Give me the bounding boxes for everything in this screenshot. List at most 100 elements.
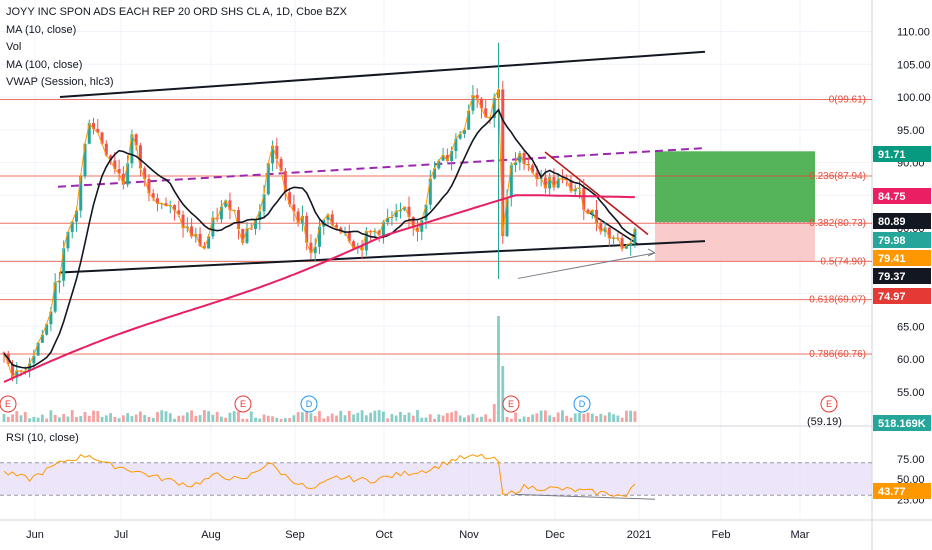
legend-ma100[interactable]: MA (100, close) — [6, 58, 83, 71]
channel-upper — [59, 50, 706, 98]
earnings-marker[interactable]: E — [234, 395, 252, 413]
volume-bar — [535, 413, 539, 422]
volume-bar — [117, 418, 121, 422]
candle-body — [258, 211, 262, 220]
price-tick: 100.00 — [897, 92, 931, 104]
volume-bar — [215, 411, 219, 422]
volume-bar — [497, 316, 500, 422]
candle-body — [420, 220, 424, 232]
rsi-legend[interactable]: RSI (10, close) — [6, 432, 79, 444]
volume-bar — [480, 416, 483, 422]
candle-body — [15, 370, 19, 378]
volume-bar — [23, 411, 27, 422]
price-tick: 105.00 — [897, 59, 931, 71]
candle-body — [373, 230, 377, 233]
volume-bar — [463, 417, 466, 422]
candle-body — [266, 163, 270, 195]
legend-volume[interactable]: Vol — [6, 41, 22, 53]
legend-vwap[interactable]: VWAP (Session, hlc3) — [6, 76, 114, 88]
volume-bar — [2, 413, 6, 422]
dashed-midline — [57, 147, 706, 188]
dividend-marker[interactable]: D — [573, 395, 591, 413]
volume-bar — [624, 410, 628, 422]
volume-bar — [92, 410, 95, 422]
volume-bar — [573, 413, 577, 422]
volume-bar — [121, 415, 125, 422]
dividend-marker[interactable]: D — [300, 395, 318, 413]
volume-bar — [416, 410, 419, 422]
candle-body — [100, 132, 104, 144]
price-tag: 79.37 — [873, 268, 931, 284]
price-tag-bg — [873, 268, 931, 284]
candle-body — [219, 206, 223, 220]
legend-ma10[interactable]: MA (10, close) — [6, 23, 77, 36]
candle-body — [586, 209, 590, 214]
candle-body — [458, 133, 462, 139]
volume-bar — [275, 417, 279, 422]
volume-bar — [364, 415, 368, 422]
candle-body — [104, 143, 108, 156]
volume-bar — [458, 415, 462, 422]
price-tag-text: 79.41 — [878, 253, 906, 265]
volume-bar — [109, 413, 112, 422]
candles — [2, 42, 637, 385]
candle-body — [518, 153, 522, 163]
earnings-marker[interactable]: E — [502, 395, 520, 413]
candle-body — [369, 231, 373, 233]
volume-bar — [15, 411, 19, 422]
candle-body — [335, 225, 339, 228]
candle-body — [416, 227, 420, 232]
fib-label: 0.786(60.76) — [809, 349, 866, 360]
volume-bar — [607, 412, 611, 422]
candle-body — [113, 160, 117, 169]
volume-bar — [185, 412, 189, 422]
candle-body — [484, 108, 488, 118]
volume-bar — [130, 416, 134, 422]
candle-body — [595, 209, 599, 224]
volume-bar — [220, 416, 223, 422]
volume-bar — [160, 410, 164, 422]
candle-body — [407, 206, 411, 217]
candle-body — [45, 324, 49, 335]
candle-body — [288, 192, 292, 205]
candle-body — [492, 97, 496, 119]
fib-label: 0.382(80.73) — [809, 218, 866, 229]
candle-body — [347, 231, 351, 242]
volume-bar — [177, 415, 181, 422]
volume-bar — [505, 416, 509, 422]
candle-body — [428, 178, 432, 205]
price-tags: 91.71 84.75 80.89 79.98 79.41 79.37 74.97 518.1… — [873, 146, 931, 499]
volume-bar — [301, 412, 304, 422]
volume-bar — [420, 417, 424, 422]
arrow-head — [647, 248, 656, 257]
price-tag-text: 91.71 — [878, 149, 906, 161]
volume-bar — [578, 412, 581, 422]
symbol-title[interactable]: JOYY INC SPON ADS EACH REP 20 ORD SHS CL… — [6, 6, 347, 18]
candle-body — [386, 217, 390, 223]
candle-body — [245, 228, 249, 243]
volume-bar — [32, 416, 36, 422]
price-tag: 74.97 — [873, 288, 931, 304]
price-tag-bg — [873, 415, 931, 431]
price-tag: 84.75 — [873, 188, 931, 204]
volume-bar — [565, 415, 569, 422]
volume-bar — [330, 413, 334, 422]
earnings-marker[interactable]: E — [0, 395, 17, 413]
volume-bar — [6, 416, 10, 422]
candle-body — [390, 217, 394, 219]
candle-body — [556, 178, 560, 188]
candle-body — [138, 145, 142, 169]
price-tag-bg — [873, 288, 931, 304]
volume-bars — [2, 316, 637, 422]
volume-bar — [407, 412, 411, 422]
candle-body — [66, 231, 70, 249]
volume-bar — [62, 414, 66, 422]
candle-body — [164, 203, 168, 207]
candle-body — [109, 155, 113, 161]
volume-bar — [335, 415, 338, 422]
volume-bar — [271, 416, 274, 422]
earnings-marker[interactable]: E — [820, 395, 838, 413]
